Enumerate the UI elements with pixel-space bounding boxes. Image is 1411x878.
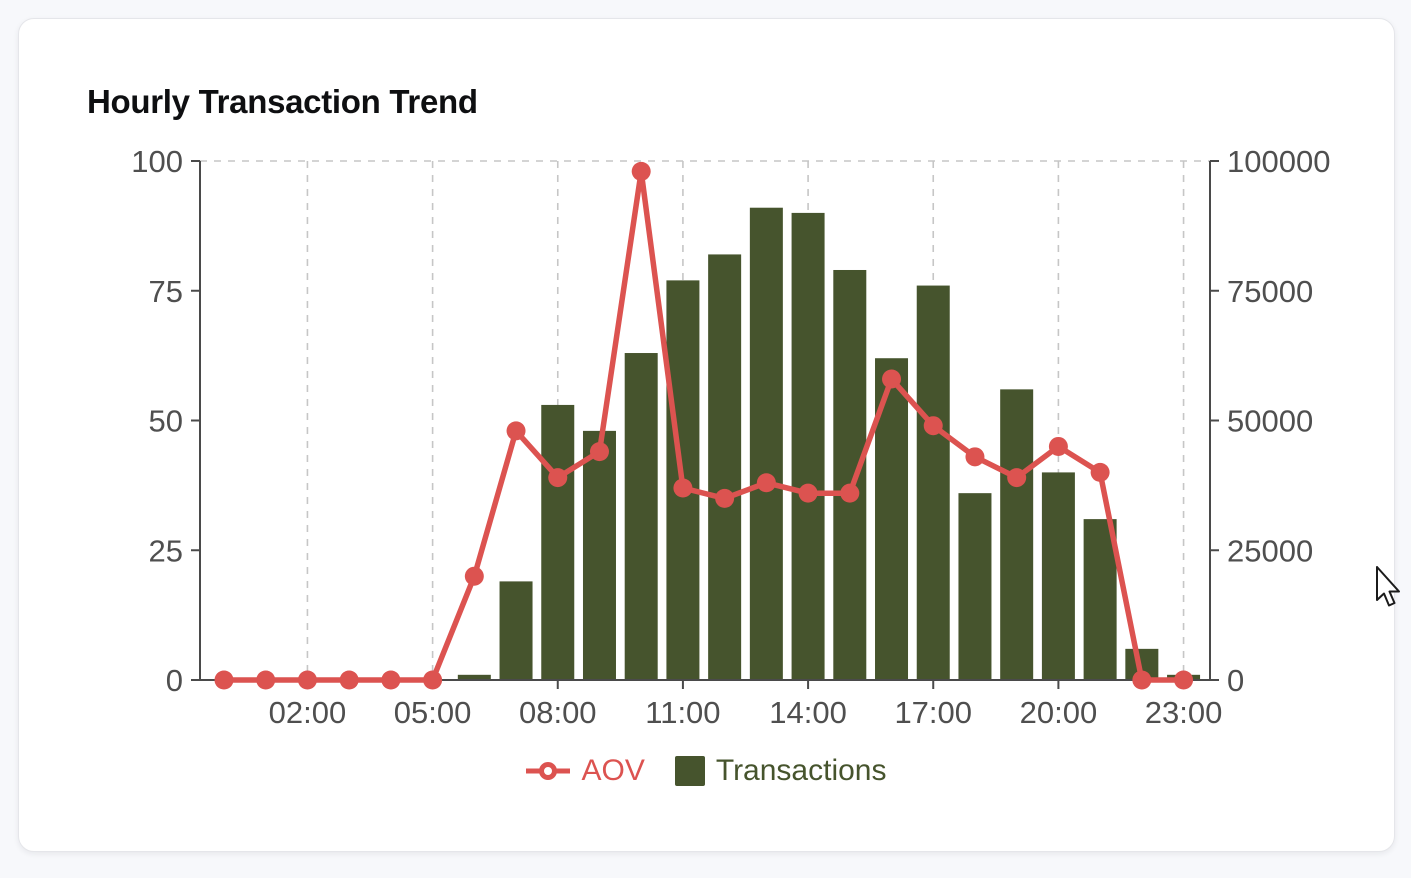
svg-text:20:00: 20:00 xyxy=(1020,695,1098,730)
svg-text:14:00: 14:00 xyxy=(769,695,847,730)
svg-text:75000: 75000 xyxy=(1227,274,1313,309)
svg-text:0: 0 xyxy=(1227,663,1244,698)
legend-label-aov: AOV xyxy=(581,754,645,787)
svg-text:25000: 25000 xyxy=(1227,533,1313,568)
chart-title: Hourly Transaction Trend xyxy=(87,83,478,120)
transactions-square-icon xyxy=(674,756,705,786)
svg-text:17:00: 17:00 xyxy=(894,695,972,730)
svg-text:11:00: 11:00 xyxy=(645,695,720,730)
svg-text:50000: 50000 xyxy=(1227,404,1313,439)
x-axis-labels: 02:00 05:00 08:00 11:00 14:00 17:00 20:00 23:00 xyxy=(269,680,1223,730)
line-series-aov xyxy=(214,161,1194,690)
svg-text:0: 0 xyxy=(166,663,183,698)
svg-text:50: 50 xyxy=(149,404,183,439)
svg-text:05:00: 05:00 xyxy=(394,695,472,730)
svg-text:25: 25 xyxy=(149,533,183,568)
chart-card: Hourly Transaction Trend xyxy=(18,18,1395,852)
svg-text:100: 100 xyxy=(131,144,183,179)
y-axis-left-labels: 0 25 50 75 100 xyxy=(131,144,200,698)
chart-legend: AOV Transactions xyxy=(0,746,1411,796)
svg-text:02:00: 02:00 xyxy=(269,695,347,730)
svg-text:75: 75 xyxy=(149,274,183,309)
legend-item-aov[interactable]: AOV xyxy=(525,754,645,788)
aov-line-marker-icon xyxy=(525,760,571,782)
legend-label-transactions: Transactions xyxy=(715,754,887,787)
bars-series-transactions xyxy=(457,207,1201,681)
svg-text:23:00: 23:00 xyxy=(1145,695,1223,730)
svg-text:08:00: 08:00 xyxy=(519,695,597,730)
svg-text:100000: 100000 xyxy=(1227,144,1330,179)
legend-item-transactions[interactable]: Transactions xyxy=(674,754,887,788)
y-axis-right-labels: 0 25000 50000 75000 100000 xyxy=(1210,144,1330,698)
